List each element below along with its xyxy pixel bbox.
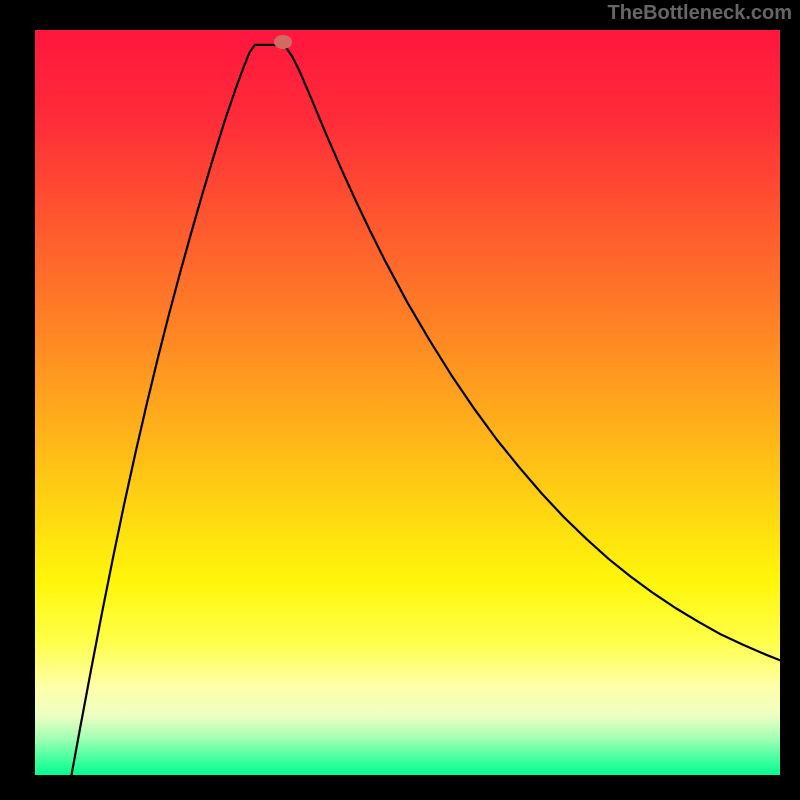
bottleneck-curve — [35, 30, 780, 775]
plot-area — [35, 30, 780, 775]
optimal-point-marker — [274, 35, 292, 49]
watermark-text: TheBottleneck.com — [608, 2, 792, 25]
